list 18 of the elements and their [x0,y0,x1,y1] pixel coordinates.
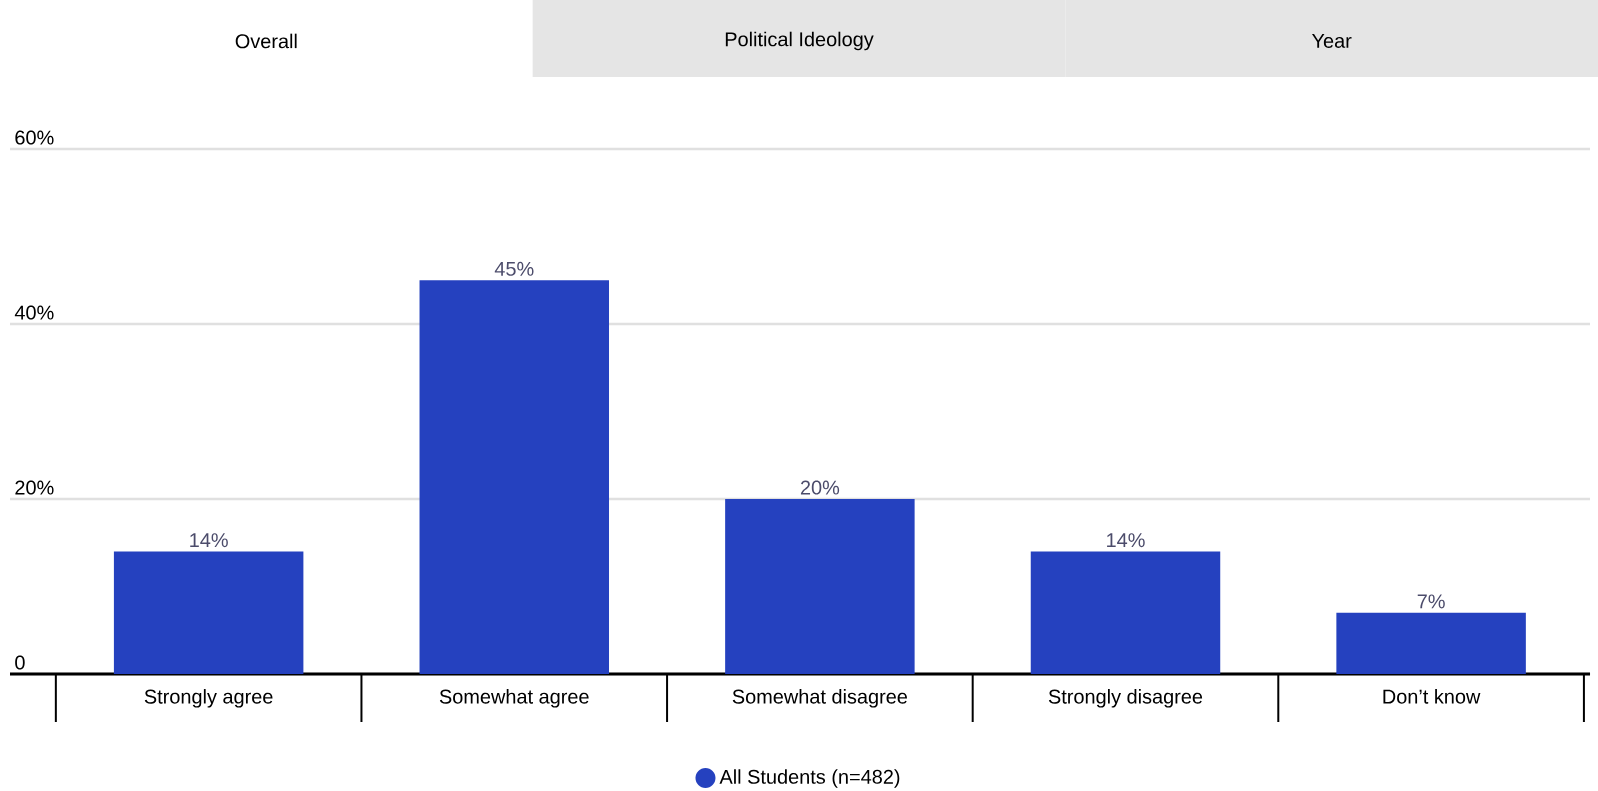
text: Political Ideology [725,31,874,51]
data-label: 14% [190,533,228,548]
text: Overall [235,33,297,49]
legend-label: All Students (n=482) [719,769,900,788]
x-tick-label: Strongly agree [144,689,273,708]
data-label: 20% [800,480,840,495]
x-tick-label: Somewhat agree [439,689,589,708]
x-tick-label: Don’t know [1383,689,1481,704]
data-label: 7% [1417,594,1445,609]
y-tick-label: 0 [15,655,25,670]
y-tick-label: 60% [15,130,54,145]
data-label: 14% [1107,533,1145,548]
text: Year [1311,34,1352,48]
y-tick-label: 40% [14,305,54,320]
y-tick-label: 20% [15,480,54,495]
x-tick-label: Somewhat disagree [732,689,907,708]
x-tick-label: Strongly disagree [1048,689,1203,708]
data-label: 45% [494,261,534,276]
